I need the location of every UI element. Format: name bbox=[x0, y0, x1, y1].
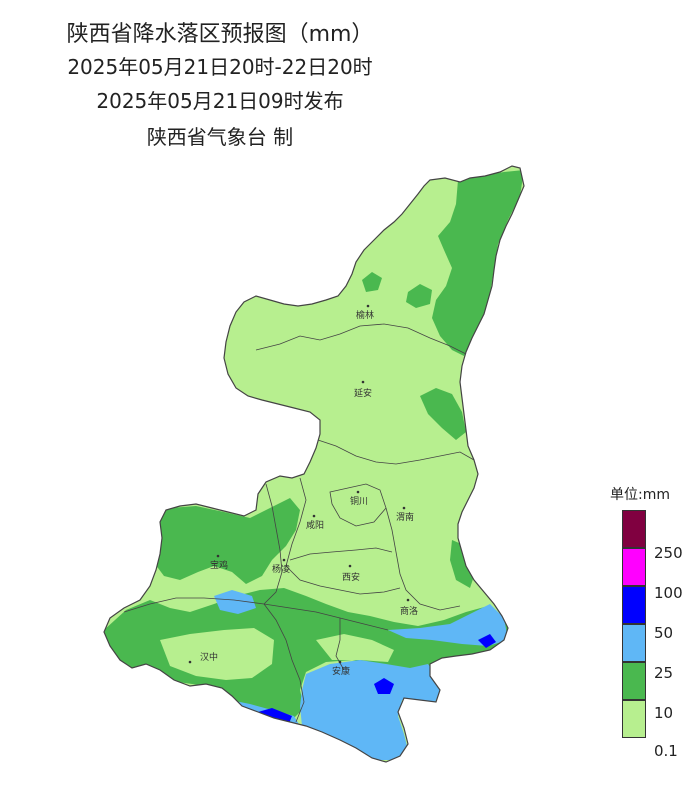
rain-area-blue-south bbox=[300, 660, 440, 760]
issue-time: 2025年05月21日09时发布 bbox=[96, 89, 344, 113]
issuer: 陕西省气象台 制 bbox=[146, 125, 294, 149]
city-label-xianyang: 咸阳 bbox=[306, 519, 324, 531]
city-dot bbox=[402, 506, 406, 510]
city-labels: 榆林 延安 铜川 渭南 咸阳 宝鸡 杨凌 西安 商洛 汉中 安康 bbox=[188, 304, 418, 677]
city-label-shangluo: 商洛 bbox=[400, 605, 418, 617]
legend-label-10: 10 bbox=[654, 704, 674, 722]
legend-label-25: 25 bbox=[654, 664, 674, 682]
legend-label-100: 100 bbox=[654, 584, 683, 602]
rain-area-blue-shangluo bbox=[388, 604, 508, 646]
legend-label-0-1: 0.1 bbox=[654, 742, 678, 760]
boundary-xian bbox=[289, 547, 393, 561]
legend-swatch-25 bbox=[622, 624, 646, 662]
city-dot bbox=[366, 304, 370, 308]
legend-swatch-100 bbox=[622, 548, 646, 586]
city-dot bbox=[361, 380, 365, 384]
boundary-yanan-south bbox=[317, 439, 475, 465]
city-dot bbox=[338, 660, 342, 664]
rain-area-east-edge bbox=[450, 540, 476, 588]
rain-area-yulin-patch bbox=[406, 284, 432, 308]
city-label-yanan: 延安 bbox=[354, 387, 372, 399]
legend-label-250: 250 bbox=[654, 544, 683, 562]
rain-area-west-central bbox=[146, 498, 300, 584]
city-dot bbox=[348, 564, 352, 568]
rain-area-yanan-east bbox=[420, 388, 466, 440]
city-dot bbox=[188, 660, 192, 664]
rain-area-northeast bbox=[432, 170, 524, 356]
boundary-xianyang bbox=[285, 477, 401, 595]
city-dot bbox=[282, 558, 286, 562]
forecast-period: 2025年05月21日20时-22日20时 bbox=[67, 55, 373, 79]
legend-swatch-50 bbox=[622, 586, 646, 624]
city-dot bbox=[216, 554, 220, 558]
city-dot bbox=[356, 490, 360, 494]
legend-swatch-0-1 bbox=[622, 700, 646, 738]
city-label-weinan: 渭南 bbox=[396, 511, 414, 523]
rain-area-north-small bbox=[362, 272, 382, 292]
city-dot bbox=[406, 598, 410, 602]
rain-area-dark-blue-1 bbox=[374, 678, 394, 694]
map-title: 陕西省降水落区预报图（mm） bbox=[66, 22, 374, 47]
map-svg: 榆林 延安 铜川 渭南 咸阳 宝鸡 杨凌 西安 商洛 汉中 安康 bbox=[103, 165, 525, 763]
rain-areas bbox=[104, 170, 524, 760]
city-label-yulin: 榆林 bbox=[356, 309, 374, 321]
city-label-yangling: 杨凌 bbox=[272, 563, 290, 575]
boundary-north-hanzhong bbox=[123, 597, 389, 631]
legend-swatch-250 bbox=[622, 510, 646, 548]
boundary-yulin-yanan bbox=[255, 323, 467, 355]
legend-swatch-10 bbox=[622, 662, 646, 700]
city-label-baoji: 宝鸡 bbox=[210, 559, 228, 571]
boundary-tongchuan bbox=[329, 483, 387, 527]
district-boundaries bbox=[123, 323, 475, 723]
city-label-tongchuan: 铜川 bbox=[350, 495, 368, 507]
legend: 单位:mm 250 100 50 25 10 0.1 bbox=[608, 484, 688, 774]
precipitation-map: 榆林 延安 铜川 渭南 咸阳 宝鸡 杨凌 西安 商洛 汉中 安康 bbox=[0, 150, 600, 782]
boundary-hanzhong-ankang bbox=[263, 603, 305, 723]
city-label-hanzhong: 汉中 bbox=[200, 651, 218, 663]
boundary-baoji-east bbox=[263, 483, 283, 605]
legend-title: 单位:mm bbox=[610, 487, 670, 503]
rain-area-dark-blue-3 bbox=[478, 634, 496, 648]
city-dot bbox=[312, 514, 316, 518]
light-island-ankang bbox=[316, 634, 394, 662]
legend-label-50: 50 bbox=[654, 624, 674, 642]
city-label-xian: 西安 bbox=[342, 571, 360, 583]
light-island-hanzhong bbox=[160, 628, 274, 680]
rain-area-south-belt bbox=[104, 588, 510, 722]
map-title-block: 陕西省降水落区预报图（mm） 2025年05月21日20时-22日20时 202… bbox=[0, 18, 440, 154]
city-label-ankang: 安康 bbox=[332, 665, 350, 677]
rain-area-blue-baoji bbox=[214, 590, 256, 614]
boundary-weinan-west bbox=[385, 507, 461, 611]
